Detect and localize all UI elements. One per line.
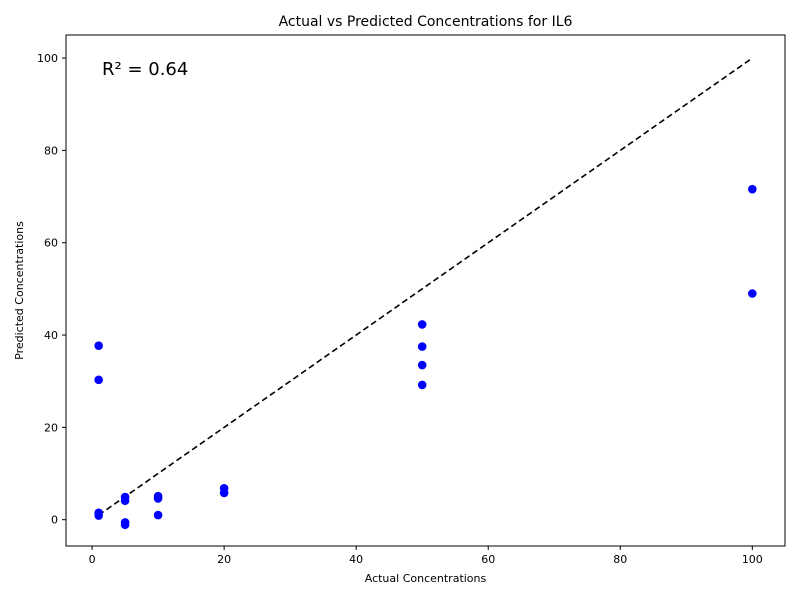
y-tick-label: 60 [44, 237, 58, 250]
data-point [417, 342, 427, 351]
x-tick-label: 60 [481, 553, 495, 566]
y-tick-label: 100 [37, 52, 58, 65]
data-point [153, 494, 163, 503]
data-point [219, 488, 229, 498]
x-tick-label: 0 [89, 553, 96, 566]
y-tick-label: 0 [51, 514, 58, 527]
data-point [120, 496, 130, 506]
x-tick-label: 80 [613, 553, 627, 566]
data-point [94, 341, 103, 350]
y-tick-label: 80 [44, 144, 58, 157]
chart-title: Actual vs Predicted Concentrations for I… [279, 14, 573, 30]
data-point [153, 510, 163, 520]
y-axis-label: Predicted Concentrations [13, 221, 26, 360]
plot-frame [65, 34, 786, 547]
data-point [94, 511, 103, 520]
data-point [417, 380, 427, 390]
x-tick-label: 40 [349, 553, 363, 566]
x-tick-label: 20 [217, 553, 231, 566]
r-squared-annotation: R² = 0.64 [102, 59, 188, 80]
data-point [120, 520, 130, 530]
data-point [748, 184, 757, 194]
plot-area: 0 20 40 60 80 100 0 20 40 60 80 100 R² = 0.64 [37, 34, 786, 566]
y-tick-label: 40 [44, 329, 58, 342]
data-point [94, 375, 103, 385]
x-axis-label: Actual Concentrations [365, 572, 487, 585]
data-point [417, 320, 427, 329]
data-point [417, 360, 427, 370]
data-point [748, 289, 757, 298]
x-tick-label: 100 [742, 553, 763, 566]
y-tick-label: 20 [44, 421, 58, 434]
